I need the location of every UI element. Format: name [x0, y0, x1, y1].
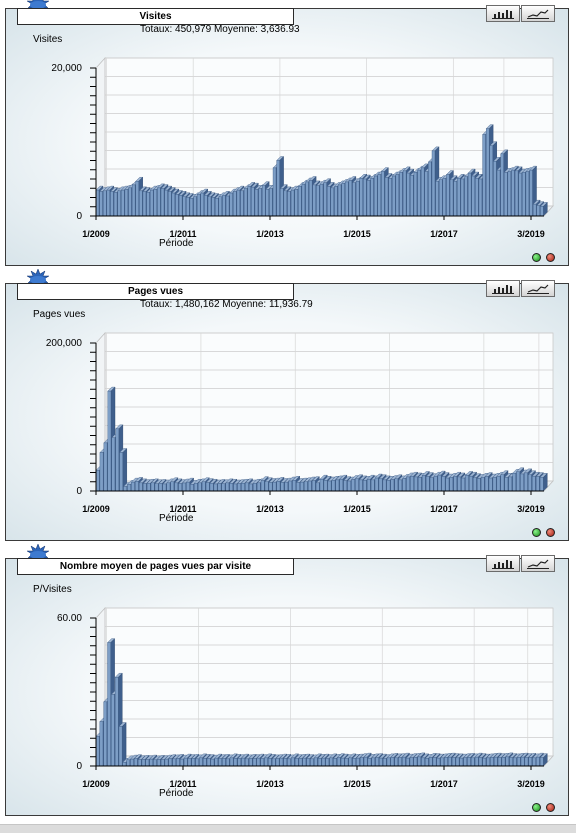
bar: [539, 201, 548, 217]
status-green-icon: [532, 803, 541, 812]
x-tick-label: 1/2009: [82, 504, 110, 514]
x-tick-label: 3/2019: [517, 504, 545, 514]
bar-chart-toggle-button[interactable]: [486, 555, 520, 572]
x-tick-label: 1/2017: [430, 779, 458, 789]
x-tick-label: 3/2019: [517, 779, 545, 789]
burst-logo-icon: [26, 268, 50, 284]
bar-chart-icon: [492, 285, 514, 294]
chart-panel: Visites Totaux: 450,979 Moyenne: 3,636.9…: [0, 0, 576, 272]
x-axis-label: Période: [159, 238, 194, 249]
line-chart-icon: [527, 9, 549, 19]
line-chart-toggle-button[interactable]: [521, 5, 555, 22]
bar: [119, 448, 128, 492]
line-chart-toggle-button[interactable]: [521, 280, 555, 297]
bar: [539, 472, 548, 492]
bar: [539, 753, 548, 767]
x-tick-label: 1/2015: [343, 229, 371, 239]
x-tick-label: 3/2019: [517, 229, 545, 239]
x-tick-label: 1/2013: [256, 779, 284, 789]
chart-plot: 60.00 01/2009 1/2011 1/2013 1/2015 1/2017 3/20…: [57, 606, 554, 789]
x-tick-label: 1/2015: [343, 779, 371, 789]
x-tick-label: 1/2015: [343, 504, 371, 514]
x-tick-label: 1/2009: [82, 779, 110, 789]
status-green-icon: [532, 253, 541, 262]
x-tick-label: 1/2013: [256, 504, 284, 514]
y-axis-label: P/Visites: [33, 584, 72, 595]
chart-plot: 200,000 01/2009 1/2011 1/2013 1/2015 1/2017 3/…: [46, 331, 554, 514]
x-axis-label: Période: [159, 788, 194, 799]
window-footer: [0, 824, 576, 833]
chart-plot: 20,000 01/2009 1/2011 1/2013 1/2015 1/2017 3/2…: [51, 56, 554, 239]
x-tick-label: 1/2009: [82, 229, 110, 239]
x-axis-label: Période: [159, 513, 194, 524]
status-red-icon: [546, 528, 555, 537]
status-green-icon: [532, 528, 541, 537]
y-tick-label: 0: [76, 211, 82, 222]
x-tick-label: 1/2013: [256, 229, 284, 239]
status-red-icon: [546, 253, 555, 262]
chart-title: Pages vues: [17, 283, 294, 300]
y-tick-label: 200,000: [46, 338, 83, 349]
x-tick-label: 1/2011: [169, 504, 196, 514]
y-axis-label: Visites: [33, 34, 63, 45]
line-chart-toggle-button[interactable]: [521, 555, 555, 572]
y-tick-label: 0: [76, 761, 82, 772]
burst-logo-icon: [26, 543, 50, 559]
x-tick-label: 1/2017: [430, 229, 458, 239]
chart-panel: Nombre moyen de pages vues par visite P/…: [0, 543, 576, 822]
y-tick-label: 60.00: [57, 613, 82, 624]
chart-title: Nombre moyen de pages vues par visite: [17, 558, 294, 575]
bar: [118, 722, 127, 767]
x-tick-label: 1/2011: [169, 779, 196, 789]
bar-chart-icon: [492, 560, 514, 569]
line-chart-icon: [527, 284, 549, 294]
bar-chart-toggle-button[interactable]: [486, 280, 520, 297]
y-tick-label: 20,000: [51, 63, 82, 74]
chart-title: Visites: [17, 8, 294, 25]
x-tick-label: 1/2011: [169, 229, 196, 239]
bar-chart-icon: [492, 10, 514, 19]
chart-panel: Pages vues Totaux: 1,480,162 Moyenne: 11…: [0, 268, 576, 547]
y-tick-label: 0: [76, 486, 82, 497]
x-tick-label: 1/2017: [430, 504, 458, 514]
y-axis-label: Pages vues: [33, 309, 86, 320]
bar-chart-toggle-button[interactable]: [486, 5, 520, 22]
status-red-icon: [546, 803, 555, 812]
line-chart-icon: [527, 559, 549, 569]
